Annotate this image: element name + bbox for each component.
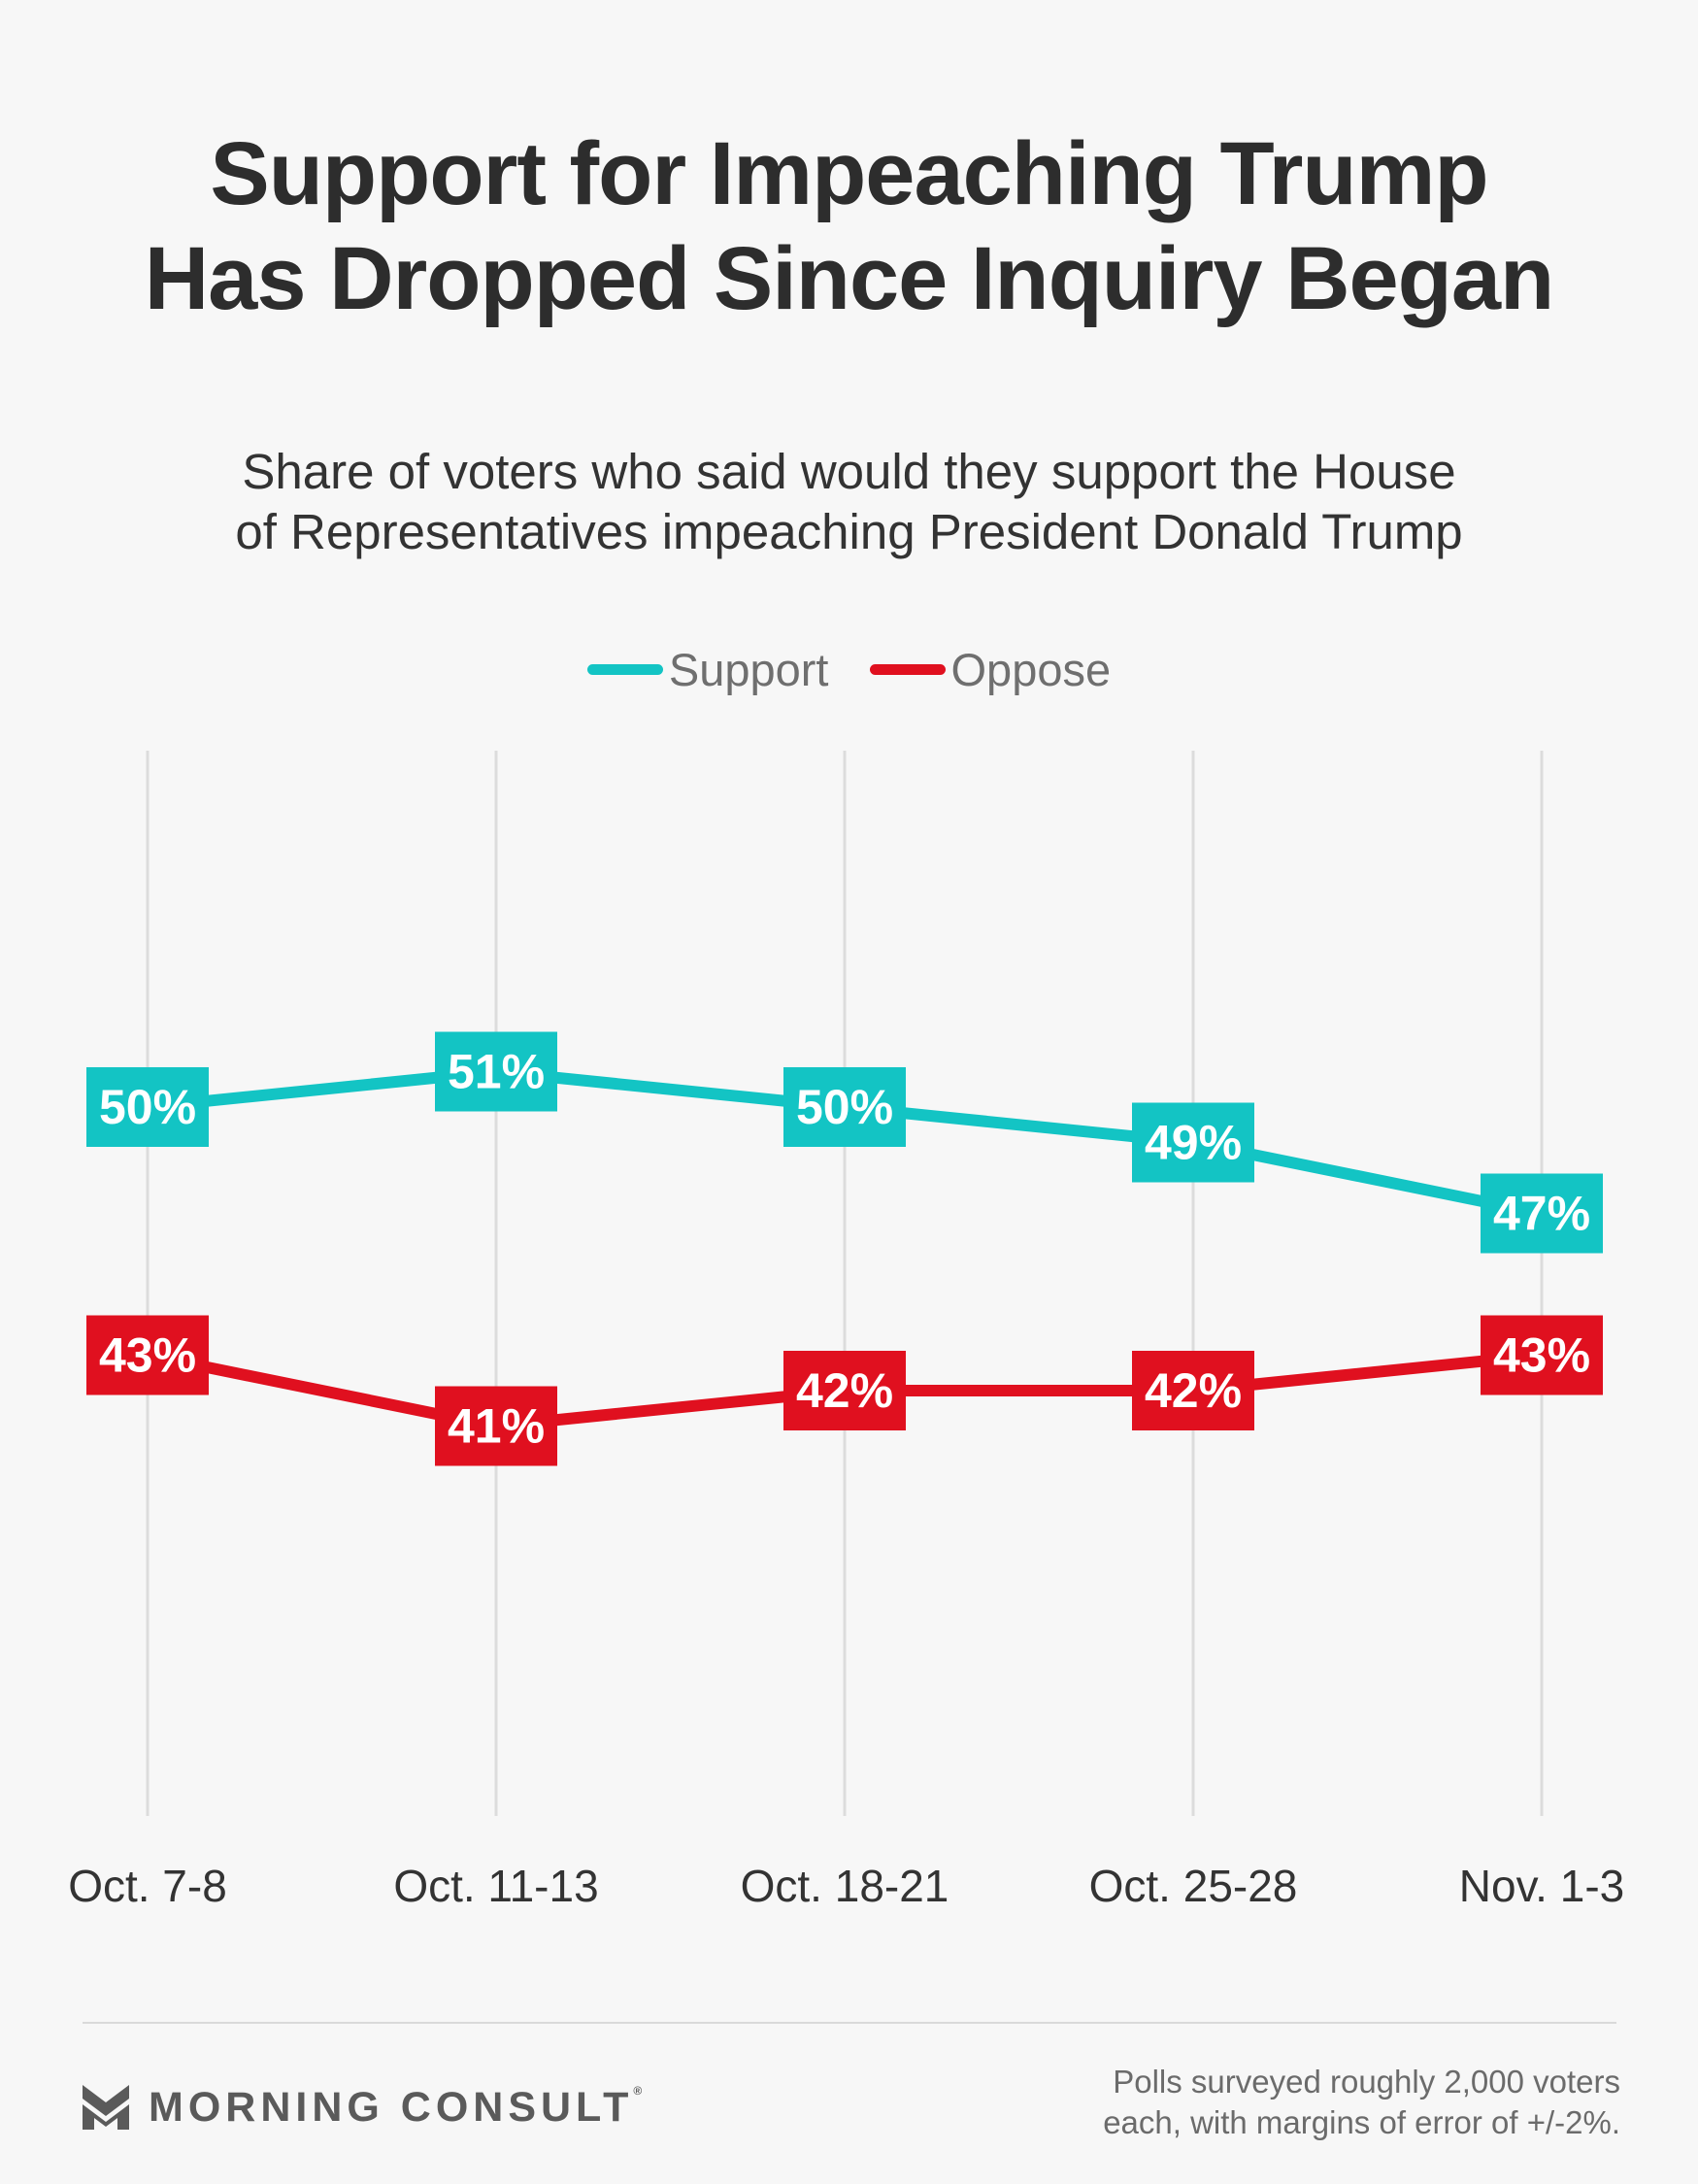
methodology-note-line-2: each, with margins of error of +/-2%. [1103, 2104, 1620, 2140]
data-label-oppose-0: 43% [99, 1328, 196, 1383]
chart-title: Support for Impeaching Trump Has Dropped… [0, 121, 1698, 331]
legend-item-oppose: Oppose [869, 643, 1112, 696]
data-label-support-0: 50% [99, 1080, 196, 1134]
footer-divider [83, 2022, 1616, 2024]
data-label-oppose-3: 42% [1145, 1363, 1242, 1418]
x-tick-label-2: Oct. 18-21 [741, 1861, 949, 1911]
data-point-oppose-2 [783, 1351, 906, 1430]
data-point-oppose-0 [86, 1315, 209, 1395]
legend-label-support: Support [668, 644, 829, 695]
legend-swatch-oppose [869, 664, 946, 675]
x-tick-label-1: Oct. 11-13 [393, 1861, 598, 1911]
brand-logo: MORNING CONSULT® [83, 2078, 642, 2136]
methodology-note-line-1: Polls surveyed roughly 2,000 voters [1113, 2064, 1620, 2100]
data-point-support-4 [1481, 1173, 1603, 1254]
registered-mark: ® [633, 2083, 643, 2098]
data-label-oppose-4: 43% [1493, 1328, 1590, 1383]
data-point-oppose-3 [1132, 1351, 1254, 1430]
x-tick-label-0: Oct. 7-8 [68, 1861, 227, 1911]
chart-title-line-1: Support for Impeaching Trump [210, 124, 1488, 223]
chart-legend: Support Oppose [0, 643, 1698, 696]
brand-name-text: MORNING CONSULT [149, 2083, 634, 2131]
data-label-oppose-1: 41% [448, 1399, 545, 1454]
data-label-support-3: 49% [1145, 1116, 1242, 1170]
data-point-oppose-1 [435, 1386, 557, 1466]
legend-label-oppose: Oppose [950, 644, 1112, 695]
chart-subtitle-line-2: of Representatives impeaching President … [235, 504, 1463, 559]
legend-swatch-support [586, 664, 663, 675]
morning-consult-m-icon [83, 2085, 129, 2130]
methodology-note: Polls surveyed roughly 2,000 voters each… [941, 2062, 1620, 2143]
data-label-support-1: 51% [448, 1045, 545, 1099]
data-point-support-2 [783, 1067, 906, 1147]
x-tick-label-3: Oct. 25-28 [1089, 1861, 1298, 1911]
data-label-support-4: 47% [1493, 1187, 1590, 1241]
line-chart: Oct. 7-8 Oct. 11-13 Oct. 18-21 Oct. 25-28 No… [68, 751, 1624, 1911]
chart-title-line-2: Has Dropped Since Inquiry Began [144, 229, 1555, 328]
x-tick-label-4: Nov. 1-3 [1459, 1861, 1624, 1911]
data-point-support-3 [1132, 1102, 1254, 1183]
data-label-support-2: 50% [796, 1080, 893, 1134]
legend-item-support: Support [586, 643, 829, 696]
chart-subtitle: Share of voters who said would they supp… [0, 442, 1698, 562]
data-point-oppose-4 [1481, 1315, 1603, 1395]
data-point-support-0 [86, 1067, 209, 1147]
chart-subtitle-line-1: Share of voters who said would they supp… [242, 444, 1456, 499]
brand-name: MORNING CONSULT® [149, 2084, 642, 2132]
data-label-oppose-2: 42% [796, 1363, 893, 1418]
data-point-support-1 [435, 1031, 557, 1112]
